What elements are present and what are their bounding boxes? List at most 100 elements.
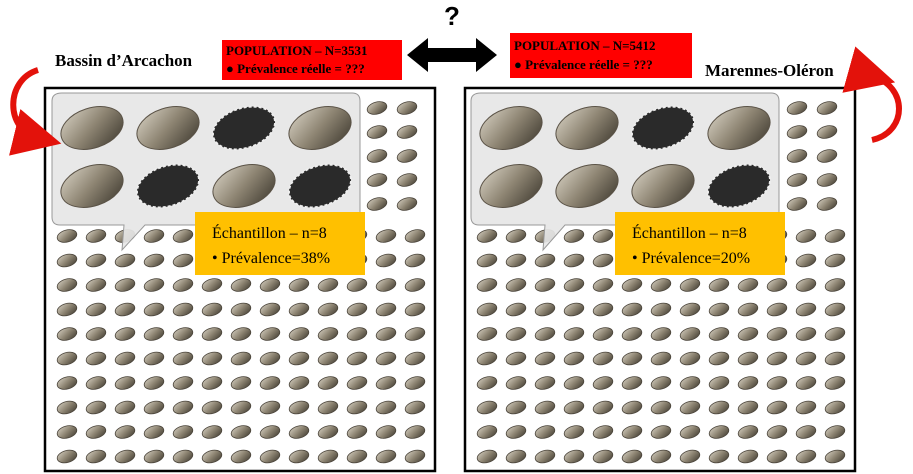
population-prevalence: ● Prévalence réelle = ???: [514, 57, 653, 72]
oyster: [172, 252, 194, 269]
oyster: [317, 375, 339, 392]
oyster: [366, 172, 388, 189]
oyster: [592, 399, 614, 416]
oyster: [824, 375, 846, 392]
oyster: [172, 424, 194, 441]
oyster: [85, 277, 107, 294]
oyster: [534, 350, 556, 367]
oyster: [143, 375, 165, 392]
oyster: [172, 350, 194, 367]
oyster: [795, 228, 817, 245]
oyster: [201, 399, 223, 416]
oyster: [230, 399, 252, 416]
oyster: [56, 424, 78, 441]
oyster: [85, 228, 107, 245]
sample-prevalence: • Prévalence=20%: [632, 250, 750, 267]
oyster: [375, 277, 397, 294]
oyster: [679, 375, 701, 392]
oyster: [346, 375, 368, 392]
oyster: [375, 252, 397, 269]
oyster: [476, 277, 498, 294]
oyster: [288, 350, 310, 367]
oyster: [563, 448, 585, 465]
oyster: [259, 277, 281, 294]
oyster: [230, 424, 252, 441]
oyster: [816, 148, 838, 165]
oyster: [824, 326, 846, 343]
oyster: [317, 326, 339, 343]
sample-prevalence: • Prévalence=38%: [212, 250, 330, 267]
oyster: [650, 326, 672, 343]
oyster: [259, 424, 281, 441]
oyster: [786, 172, 808, 189]
oyster: [317, 350, 339, 367]
oyster: [505, 326, 527, 343]
oyster: [563, 399, 585, 416]
oyster: [824, 399, 846, 416]
oyster: [375, 424, 397, 441]
oyster: [346, 448, 368, 465]
oyster: [56, 277, 78, 294]
oyster: [259, 399, 281, 416]
oyster: [592, 424, 614, 441]
curved-arrow: [13, 70, 38, 138]
oyster: [288, 301, 310, 318]
oyster: [563, 277, 585, 294]
oyster: [824, 448, 846, 465]
oyster: [56, 301, 78, 318]
oyster: [621, 424, 643, 441]
oyster: [534, 448, 556, 465]
oyster: [476, 252, 498, 269]
oyster: [288, 399, 310, 416]
oyster: [288, 326, 310, 343]
oyster: [56, 326, 78, 343]
oyster: [476, 326, 498, 343]
oyster: [114, 448, 136, 465]
oyster: [816, 172, 838, 189]
oyster: [563, 424, 585, 441]
oyster: [317, 424, 339, 441]
oyster: [375, 375, 397, 392]
oyster: [143, 399, 165, 416]
oyster: [766, 399, 788, 416]
oyster: [766, 301, 788, 318]
oyster: [534, 301, 556, 318]
oyster: [85, 326, 107, 343]
oyster: [230, 448, 252, 465]
oyster: [396, 172, 418, 189]
oyster: [795, 326, 817, 343]
oyster: [404, 277, 426, 294]
oyster: [85, 375, 107, 392]
oyster: [795, 252, 817, 269]
oyster: [143, 326, 165, 343]
oyster: [396, 124, 418, 141]
oyster: [476, 375, 498, 392]
oyster: [650, 375, 672, 392]
oyster: [786, 196, 808, 213]
oyster: [679, 277, 701, 294]
oyster: [737, 350, 759, 367]
oyster: [230, 301, 252, 318]
oyster: [505, 350, 527, 367]
oyster: [505, 375, 527, 392]
oyster: [592, 350, 614, 367]
oyster: [201, 350, 223, 367]
sample-title: Échantillon – n=8: [632, 223, 747, 242]
oyster: [288, 424, 310, 441]
oyster: [679, 350, 701, 367]
oyster: [230, 375, 252, 392]
site-name: Bassin d’Arcachon: [55, 51, 193, 70]
curved-arrow: [872, 76, 899, 140]
oyster: [708, 301, 730, 318]
oyster: [650, 448, 672, 465]
oyster: [366, 100, 388, 117]
oyster: [317, 399, 339, 416]
oyster: [172, 399, 194, 416]
oyster: [201, 277, 223, 294]
oyster: [346, 424, 368, 441]
oyster: [172, 375, 194, 392]
population-title: POPULATION – N=3531: [226, 43, 368, 58]
oyster: [563, 228, 585, 245]
oyster: [366, 124, 388, 141]
oyster: [114, 301, 136, 318]
